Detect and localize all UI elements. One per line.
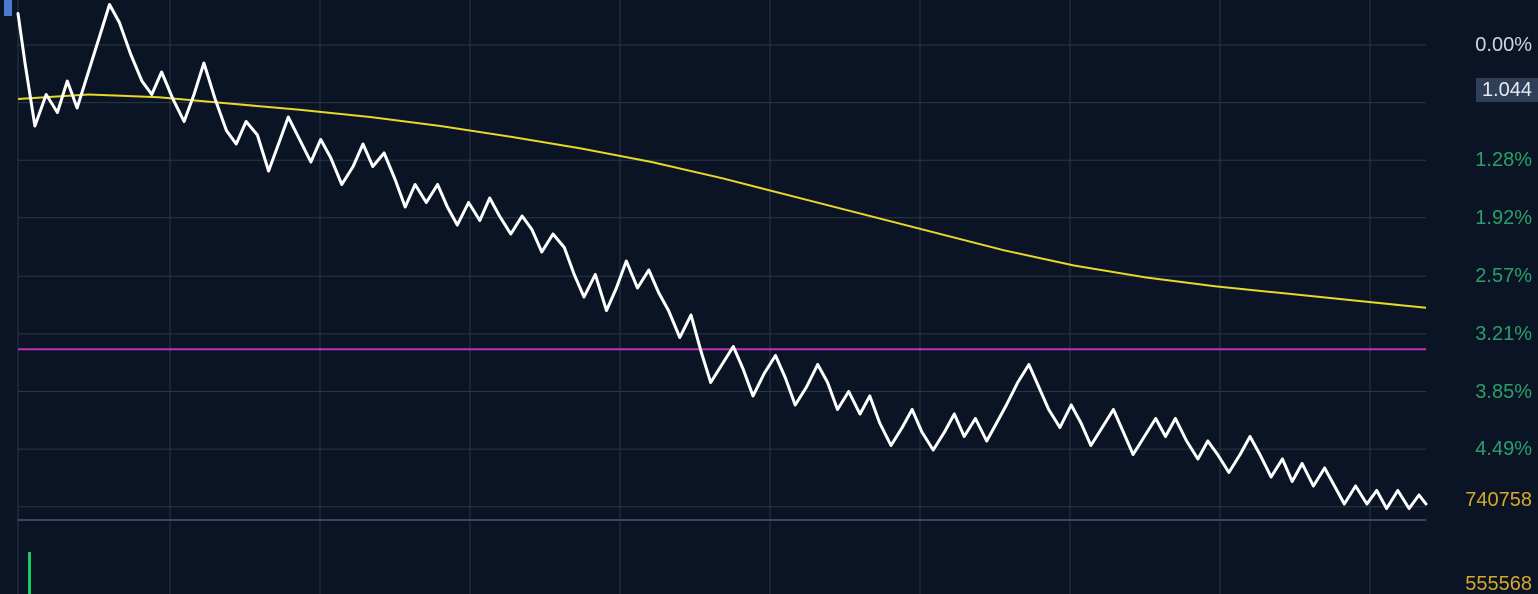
y-axis-label: 740758 [1459, 488, 1538, 512]
y-axis-label: 1.28% [1469, 148, 1538, 172]
y-axis-label: 3.21% [1469, 322, 1538, 346]
price-chart[interactable]: 0.00% 1.044 1.28% 1.92% 2.57% 3.21% 3.85% 4.49%… [0, 0, 1538, 594]
y-axis-label: 3.85% [1469, 380, 1538, 404]
y-axis-label: 2.57% [1469, 264, 1538, 288]
chart-canvas [0, 0, 1538, 594]
y-axis-label: 0.00% [1469, 33, 1538, 57]
y-axis-label: 4.49% [1469, 437, 1538, 461]
y-axis-label: 1.044 [1476, 78, 1538, 102]
y-axis-label: 555568 [1459, 572, 1538, 594]
y-axis-label: 1.92% [1469, 206, 1538, 230]
